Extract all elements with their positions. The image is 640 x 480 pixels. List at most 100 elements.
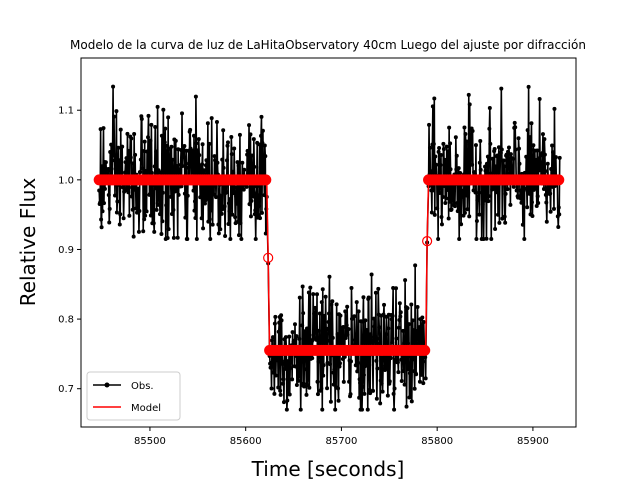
obs-point (136, 229, 141, 234)
obs-point (123, 170, 128, 175)
obs-point (254, 184, 259, 189)
obs-point (517, 161, 522, 166)
obs-point (531, 143, 536, 148)
obs-point (220, 157, 225, 162)
obs-point (380, 389, 385, 394)
obs-point (117, 222, 122, 227)
obs-point (165, 143, 170, 148)
obs-point (436, 237, 441, 242)
obs-point (418, 324, 423, 329)
obs-point (292, 322, 297, 327)
obs-point (304, 392, 309, 397)
obs-point (512, 120, 517, 125)
obs-point (300, 284, 305, 289)
obs-point (110, 146, 115, 151)
obs-point (316, 328, 321, 333)
obs-point (377, 325, 382, 330)
obs-point (486, 199, 491, 204)
plot-area (93, 84, 565, 412)
obs-point (247, 202, 252, 207)
obs-point (443, 200, 448, 205)
obs-point (369, 335, 374, 340)
obs-point (176, 192, 181, 197)
obs-point (192, 199, 197, 204)
obs-point (489, 237, 494, 242)
obs-point (529, 200, 534, 205)
obs-point (231, 191, 236, 196)
obs-point (290, 377, 295, 382)
obs-point (153, 124, 158, 129)
obs-point (378, 378, 383, 383)
legend: Obs. Model (86, 371, 181, 421)
obs-point (553, 155, 558, 160)
obs-point (402, 382, 407, 387)
obs-point (412, 386, 417, 391)
obs-point (319, 386, 324, 391)
y-axis-label: Relative Flux (16, 178, 40, 307)
obs-point (302, 384, 307, 389)
obs-point (113, 166, 118, 171)
obs-point (497, 220, 502, 225)
obs-point (511, 156, 516, 161)
obs-point (549, 167, 554, 172)
obs-point (454, 153, 459, 158)
obs-point (409, 302, 414, 307)
obs-point (352, 314, 357, 319)
obs-point (465, 207, 470, 212)
obs-point (149, 170, 154, 175)
obs-point (205, 121, 210, 126)
obs-point (114, 210, 119, 215)
obs-point (401, 328, 406, 333)
obs-point (162, 140, 167, 145)
obs-series (97, 84, 562, 412)
obs-point (174, 163, 179, 168)
obs-point (542, 137, 547, 142)
obs-point (160, 190, 165, 195)
obs-point (301, 311, 306, 316)
obs-point (294, 382, 299, 387)
obs-point (280, 361, 285, 366)
obs-point (140, 166, 145, 171)
obs-point (391, 391, 396, 396)
obs-point (413, 263, 418, 268)
obs-point (253, 208, 258, 213)
obs-point (101, 126, 106, 131)
obs-point (272, 391, 277, 396)
obs-point (131, 234, 136, 239)
obs-point (405, 341, 410, 346)
obs-point (455, 209, 460, 214)
obs-point (389, 317, 394, 322)
obs-point (132, 187, 137, 192)
obs-point (506, 145, 511, 150)
obs-point (557, 212, 562, 217)
obs-point (354, 333, 359, 338)
obs-point (151, 201, 156, 206)
obs-point (147, 192, 152, 197)
obs-point (297, 336, 302, 341)
obs-point (216, 231, 221, 236)
obs-point (367, 362, 372, 367)
obs-point (125, 131, 130, 136)
obs-point (371, 316, 376, 321)
obs-point (375, 366, 380, 371)
obs-point (474, 218, 479, 223)
obs-point (356, 309, 361, 314)
obs-point (420, 359, 425, 364)
obs-point (321, 373, 326, 378)
obs-point (437, 146, 442, 151)
obs-point (196, 168, 201, 173)
obs-point (513, 125, 518, 130)
model-point (419, 344, 431, 356)
obs-point (196, 137, 201, 142)
obs-point (443, 160, 448, 165)
obs-point (142, 217, 147, 222)
obs-point (415, 304, 420, 309)
obs-point (441, 141, 446, 146)
obs-point (107, 220, 112, 225)
obs-point (529, 147, 533, 152)
obs-point (234, 194, 239, 199)
obs-point (164, 152, 169, 157)
obs-point (477, 212, 482, 217)
obs-point (230, 212, 235, 217)
obs-point (410, 318, 415, 323)
